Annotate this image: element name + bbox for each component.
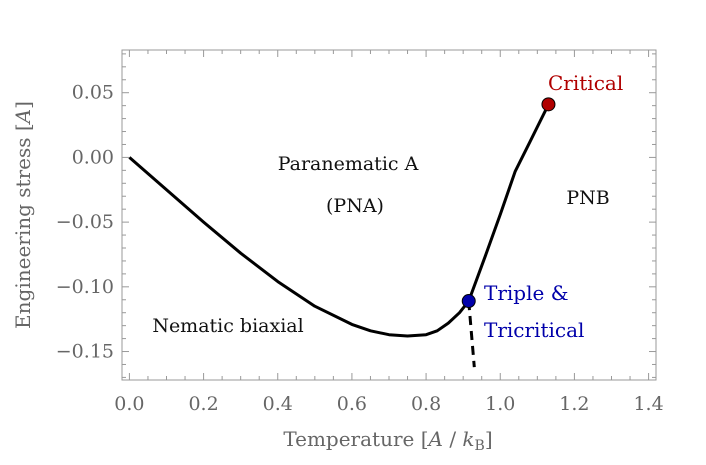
axis-ticks <box>122 50 656 380</box>
x-tick-label: 0.8 <box>411 393 441 415</box>
triple-point-marker <box>461 294 476 309</box>
points-layer <box>461 97 556 309</box>
x-axis-label: Temperature [A / kB] <box>283 427 492 454</box>
axis-tick-labels: 0.0 0.2 0.4 0.6 0.8 1.0 1.2 1.4 0.05 0.00 −0.05 −0.… <box>56 82 664 415</box>
x-tick-label: 1.2 <box>559 393 589 415</box>
series-layer <box>128 103 550 368</box>
x-tick-label: 0.2 <box>188 393 218 415</box>
y-tick-label: −0.05 <box>56 211 114 233</box>
phase-boundary-line-1 <box>467 103 550 302</box>
x-tick-label: 1.0 <box>485 393 515 415</box>
triple-point-label-line1: Triple & <box>484 281 569 305</box>
region-label-pna-line2: (PNA) <box>326 195 384 217</box>
x-tick-label: 1.4 <box>633 393 663 415</box>
region-label-nematic-biaxial: Nematic biaxial <box>152 315 303 337</box>
y-tick-label: 0.00 <box>72 146 114 168</box>
x-tick-label: 0.6 <box>337 393 367 415</box>
critical-point-label: Critical <box>548 71 623 95</box>
phase-boundary-line-0 <box>128 156 470 338</box>
x-tick-label: 0.0 <box>114 393 144 415</box>
y-tick-label: 0.05 <box>72 82 114 104</box>
x-tick-label: 0.4 <box>263 393 293 415</box>
y-axis-label: Engineering stress [A] <box>11 101 35 329</box>
region-label-pnb: PNB <box>566 187 609 209</box>
triple-point-label-line2: Tricritical <box>484 318 584 342</box>
region-label-pna-line1: Paranematic A <box>278 153 419 175</box>
y-tick-label: −0.10 <box>56 276 114 298</box>
dashed-phase-boundary-line <box>467 300 476 368</box>
critical-point-marker <box>541 97 556 112</box>
y-tick-label: −0.15 <box>56 341 114 363</box>
